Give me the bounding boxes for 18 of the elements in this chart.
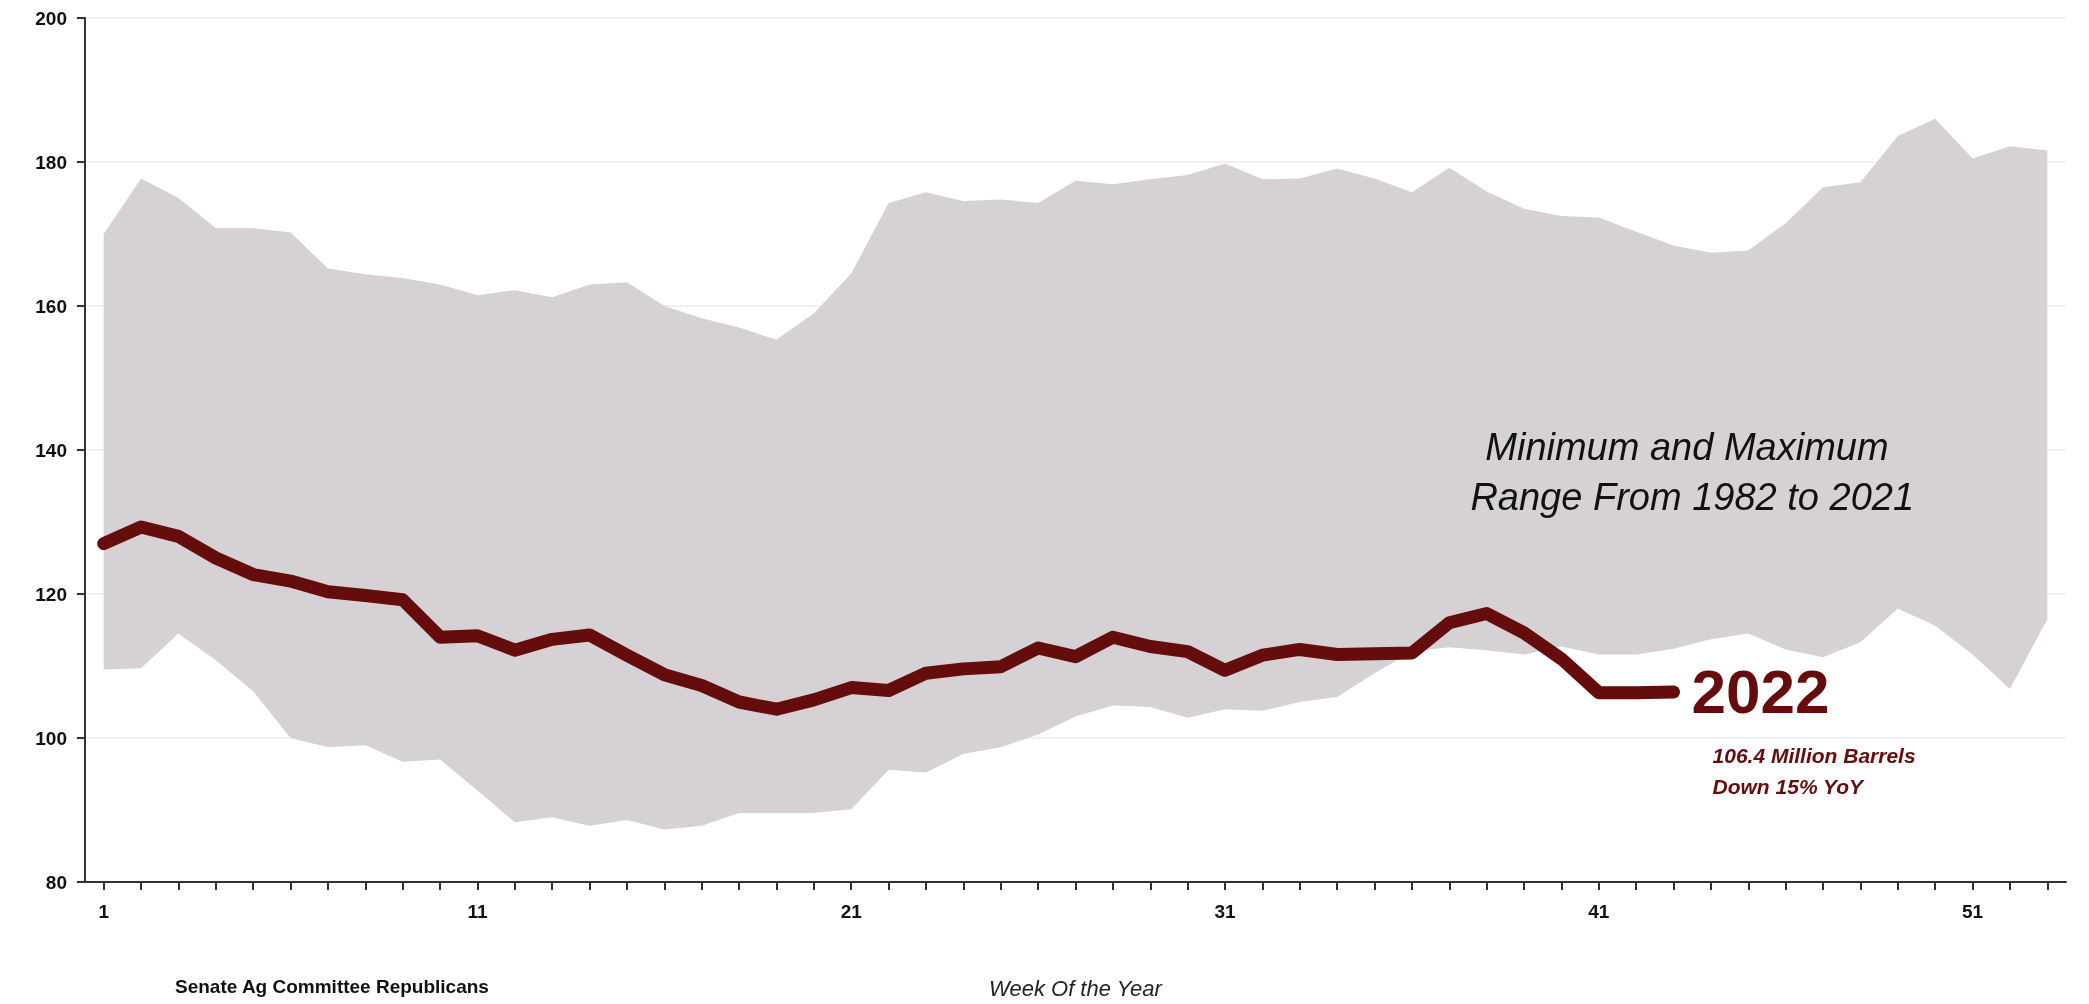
annotation: 106.4 Million Barrels Down 15% YoY — [1712, 743, 1916, 798]
x-tick-label: 31 — [1214, 901, 1237, 922]
x-tick-label: 41 — [1588, 901, 1610, 922]
text: Senate Ag Committee Republicans — [175, 976, 489, 997]
y-tick-label: 180 — [35, 151, 67, 173]
y-tick-label: 140 — [35, 439, 67, 461]
x-tick-label: 11 — [467, 901, 488, 922]
y-tick-label: 200 — [35, 7, 67, 29]
y-tick-label: 160 — [35, 295, 67, 317]
x-axis-title: Week Of the Year — [989, 975, 1164, 1001]
y-tick-label: 100 — [35, 727, 67, 749]
x-tick-label: 51 — [1961, 901, 1984, 922]
y-tick-label: 80 — [45, 871, 67, 893]
y-tick-label: 120 — [35, 583, 67, 605]
annotation: Minimum and Maximum Range From 1982 to 2021 — [1470, 425, 1915, 518]
x-tick-label: 21 — [840, 901, 863, 922]
x-tick-label: 1 — [98, 901, 110, 922]
series-label: 2022 — [1691, 657, 1830, 727]
